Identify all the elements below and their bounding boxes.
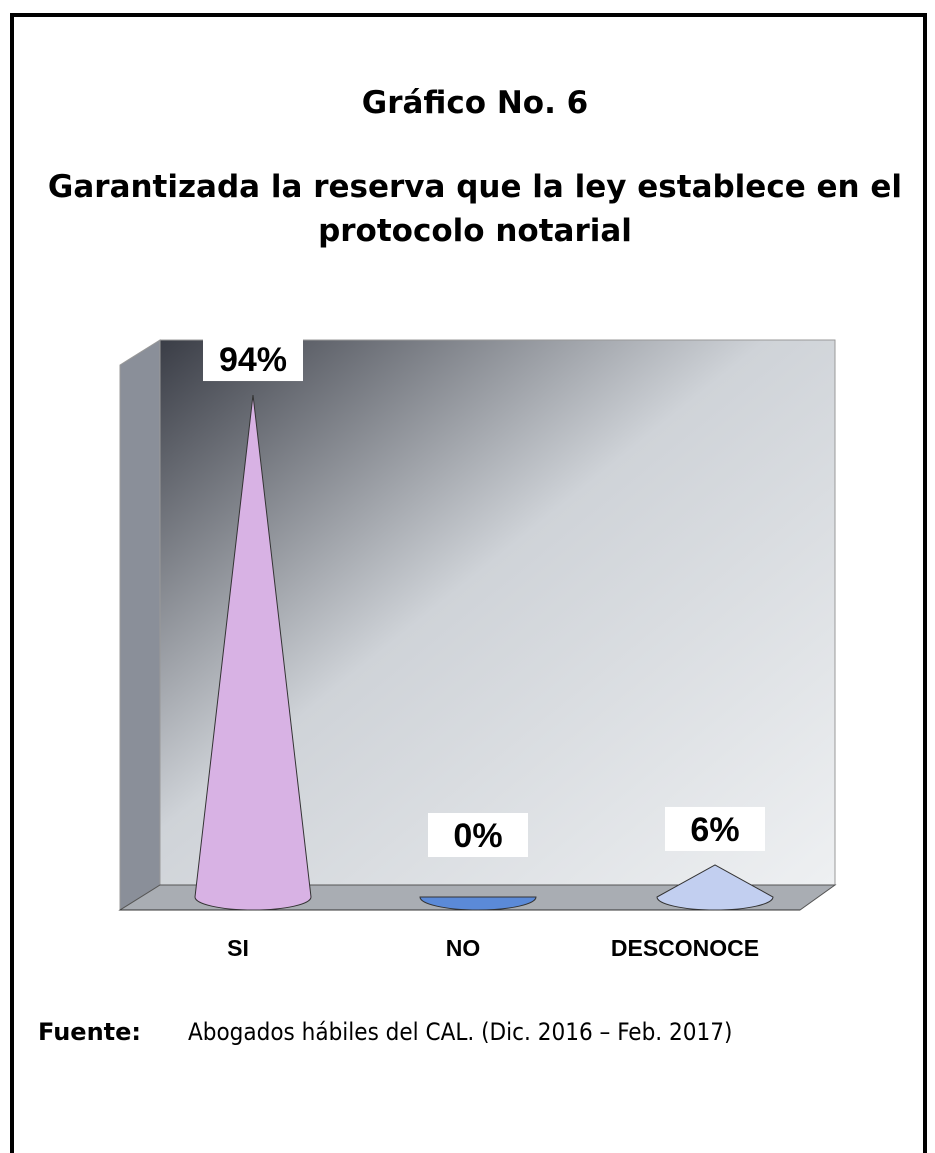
frame — [10, 13, 927, 1153]
cone — [656, 864, 774, 911]
value-label-box — [428, 813, 528, 857]
cone — [419, 896, 537, 911]
value-label-box — [665, 806, 765, 851]
source-text: Abogados hábiles del CAL. (Dic. 2016 – F… — [188, 1018, 733, 1046]
side-wall — [119, 339, 161, 911]
cone — [194, 394, 312, 911]
value-label: 6% — [690, 811, 739, 849]
value-label: 0% — [453, 817, 502, 855]
x-tick-label: SI — [227, 935, 249, 961]
source-label: Fuente: — [38, 1018, 141, 1046]
chart-title: Gráfico No. 6 — [361, 85, 589, 121]
value-label-box — [203, 337, 303, 382]
value-label: 94% — [219, 341, 287, 379]
x-tick-label: DESCONOCE — [611, 935, 759, 961]
x-tick-label: NO — [446, 935, 481, 961]
chart-subtitle: Garantizada la reserva que la ley establ… — [47, 169, 903, 249]
